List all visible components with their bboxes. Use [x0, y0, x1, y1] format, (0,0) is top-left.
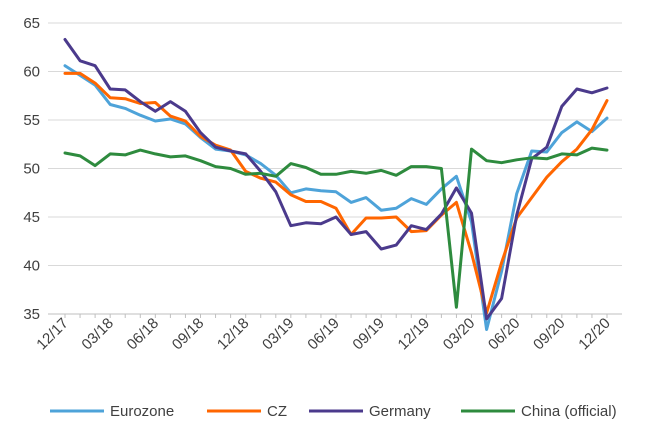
x-tick-label: 12/18	[214, 315, 253, 354]
legend-label-germany: Germany	[369, 403, 431, 420]
y-tick-label: 40	[23, 258, 40, 275]
series-lines	[63, 38, 609, 331]
legend-label-china-official: China (official)	[521, 403, 617, 420]
y-tick-label: 35	[23, 306, 40, 323]
x-tick-labels: 12/17 03/18 06/18 09/18 12/18 03/19 06/19 09/19…	[33, 315, 614, 354]
y-tick-labels: 35 40 45 50 55 60 65	[23, 15, 40, 323]
x-tick-label: 09/18	[169, 315, 208, 354]
x-tick-label: 06/19	[304, 315, 343, 354]
legend-label-eurozone: Eurozone	[110, 403, 174, 420]
y-tick-label: 65	[23, 15, 40, 32]
legend: Eurozone CZ Germany China (official)	[50, 403, 617, 420]
y-tick-label: 50	[23, 161, 40, 178]
series-line-china-official	[63, 146, 609, 309]
axes	[48, 313, 622, 318]
x-tick-label: 06/20	[485, 315, 524, 354]
series-line-germany	[63, 38, 609, 321]
y-tick-label: 45	[23, 209, 40, 226]
x-tick-label: 03/18	[78, 315, 117, 354]
x-tick-label: 03/20	[440, 315, 479, 354]
x-tick-label: 12/20	[575, 315, 614, 354]
x-tick-label: 03/19	[259, 315, 298, 354]
x-tick-label: 12/19	[395, 315, 434, 354]
x-tick-label: 06/18	[124, 315, 163, 354]
x-tick-label: 09/20	[530, 315, 569, 354]
gridlines	[48, 22, 622, 266]
legend-label-cz: CZ	[267, 403, 287, 420]
x-tick-label: 09/19	[349, 315, 388, 354]
y-tick-label: 55	[23, 112, 40, 129]
series-line-eurozone	[63, 64, 609, 331]
y-tick-label: 60	[23, 64, 40, 81]
